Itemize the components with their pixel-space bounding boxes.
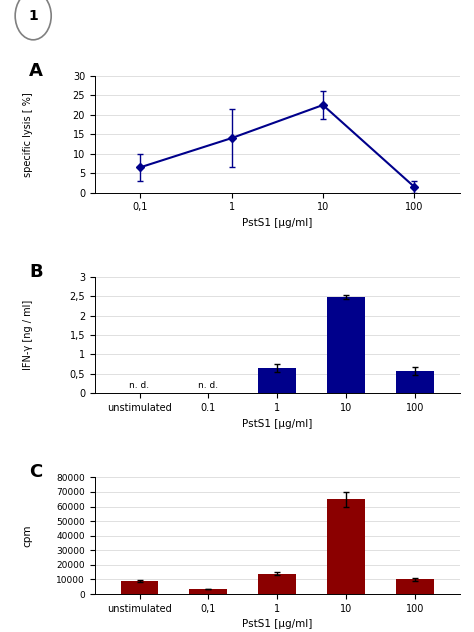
X-axis label: PstS1 [µg/ml]: PstS1 [µg/ml] xyxy=(242,218,312,228)
Bar xyxy=(190,589,228,594)
Text: n. d.: n. d. xyxy=(198,381,219,390)
Bar xyxy=(396,371,434,393)
Text: B: B xyxy=(29,262,43,281)
Bar xyxy=(258,574,296,594)
Text: A: A xyxy=(29,62,43,80)
Bar xyxy=(327,297,365,393)
Bar xyxy=(120,581,158,594)
Text: C: C xyxy=(29,463,42,482)
X-axis label: PstS1 [µg/ml]: PstS1 [µg/ml] xyxy=(242,619,312,629)
X-axis label: PstS1 [µg/ml]: PstS1 [µg/ml] xyxy=(242,418,312,428)
Text: n. d.: n. d. xyxy=(129,381,150,390)
Bar xyxy=(396,580,434,594)
Bar xyxy=(258,368,296,393)
Bar xyxy=(327,499,365,594)
Y-axis label: cpm: cpm xyxy=(23,525,33,547)
Y-axis label: specific lysis [ %]: specific lysis [ %] xyxy=(23,92,33,176)
Y-axis label: IFN-γ [ng / ml]: IFN-γ [ng / ml] xyxy=(23,300,33,370)
Text: 1: 1 xyxy=(28,9,38,23)
